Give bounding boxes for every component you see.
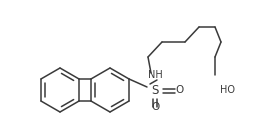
Text: NH: NH [148,70,162,80]
Text: S: S [151,84,159,96]
Text: O: O [151,102,159,112]
Text: O: O [175,85,183,95]
Text: HO: HO [220,85,235,95]
